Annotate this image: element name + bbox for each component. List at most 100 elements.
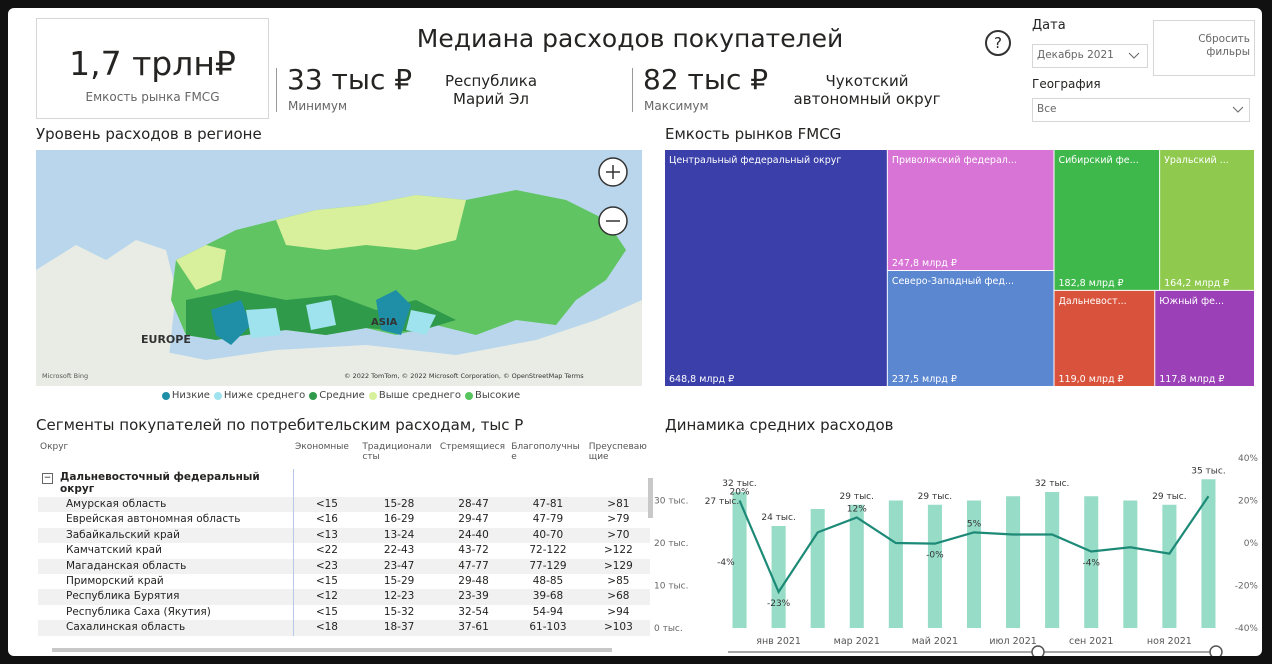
section-title: Уровень расходов в регионе [36,125,262,143]
dashboard: 1,7 трлн₽ Емкость рынка FMCG 33 тыс ₽ Ми… [8,8,1262,656]
bar [1123,500,1138,628]
x-tick-label: июл 2021 [989,636,1036,647]
map-legend: Низкие Ниже среднего Средние Выше среднего В… [36,390,642,402]
legend-label: Выше среднего [378,390,462,401]
chevron [1128,52,1140,59]
tile-label: Уральский ... [1164,155,1229,166]
cell [292,469,650,497]
cell: <15 [292,574,361,590]
cell: 16-29 [383,513,415,526]
range-slider-handle[interactable] [1209,645,1223,656]
table-row: Сахалинская область <18 18-37 37-61 61-103 >1… [38,620,650,636]
y2-tick-label: -40% [1235,624,1259,634]
cell: 37-61 [437,620,510,636]
bar [1006,496,1021,628]
cell: >103 [586,620,650,636]
region-below-average [406,310,436,335]
filter-label: География [1032,77,1101,91]
scrollbar[interactable] [648,478,653,518]
kpi-label: Максимум [644,99,709,113]
legend-marker [465,391,474,400]
cell: Республика Бурятия [38,589,293,605]
expand-icon: − [42,473,53,484]
line-label: 20% [730,488,750,498]
help-button[interactable]: ? [985,30,1011,56]
x-tick-label: сен 2021 [1069,636,1113,647]
cell: Приморский край [66,575,164,588]
y2-tick-label: -20% [1235,582,1259,592]
kpi-value: 1,7 трлн₽ [69,44,236,83]
geo-dropdown[interactable] [1032,98,1250,122]
cell: <12 [292,589,361,605]
line-label: -23% [767,599,791,609]
annotation: 27 тыс. [705,497,739,507]
legend-marker [161,391,170,400]
table-row: Забайкальский край <13 13-24 24-40 40-70 >70 [38,527,650,544]
legend-label: Ниже среднего [223,390,306,401]
map-provider: Microsoft Bing [42,372,88,380]
treemap-tile [665,150,887,386]
legend-label: Низкие [171,390,210,401]
treemap-tile [1054,150,1160,290]
y-tick-label: 10 тыс. [654,582,688,592]
cell: Амурская область [38,497,293,513]
column-header: Экономные [295,442,349,452]
region-low [211,300,251,345]
range-slider-handle[interactable] [1031,645,1045,656]
dropdown-value: Все [1037,103,1057,115]
tile-label: Северо-Западный фед... [892,276,1014,287]
tile-value: 164,2 млрд ₽ [1164,278,1229,289]
land [136,300,642,386]
zoom-out[interactable] [598,206,628,236]
region-above-average [176,245,226,290]
table-row: Республика Саха (Якутия) <15 15-32 32-54 54-… [38,604,650,621]
legend-marker [213,391,222,400]
cell: <15 [292,497,361,513]
kpi-region: Республика Марий Эл [444,72,538,108]
cell: 28-47 [437,497,510,513]
treemap-tile [1054,290,1155,386]
bar-label: 35 тыс. [1191,466,1225,476]
tile-label: Сибирский фе... [1058,155,1138,166]
annotation: -4% [717,558,735,568]
section-title: Емкость рынков FMCG [665,125,842,143]
line-label: -4% [1082,559,1100,569]
segments-table: Округ Экономные Традиционалисты Стремящиеся… [38,441,650,636]
table-header: Округ Экономные Традиционалисты Стремящиеся… [38,441,650,469]
page-title: Медиана расходов покупателей [416,24,844,53]
reset-button[interactable] [1153,20,1255,76]
bar-label: 29 тыс. [918,492,952,502]
divider [632,68,633,112]
cell: Магаданская область [38,558,293,575]
cell: 29-48 [458,575,489,588]
y-tick-label: 20 тыс. [654,539,688,549]
line-label: -0% [926,551,944,561]
group-cell: Дальневосточный федеральный округ − [42,471,260,495]
cell: 23-47 [360,558,438,575]
cell: 47-81 [509,497,587,513]
date-dropdown[interactable] [1032,44,1148,68]
cell: 12-23 [360,589,438,605]
bar-label: 32 тыс. [1035,479,1069,489]
cell: 40-70 [509,527,587,544]
cell: 18-37 [360,620,438,636]
cell: 43-72 [458,544,489,557]
line [738,495,1210,595]
cell: >129 [586,558,650,575]
divider [276,68,277,112]
cell: Сахалинская область [38,620,293,636]
cell: >81 [586,497,650,513]
cell: 54-94 [532,605,564,618]
bar-label: 29 тыс. [840,492,874,502]
bar-label: 29 тыс. [1152,492,1186,502]
cell: 29-47 [458,513,489,526]
cell: >68 [586,589,650,605]
scrollbar[interactable] [52,648,612,652]
kpi-card [36,18,269,119]
filter-label: Дата [1032,18,1066,33]
zoom-in[interactable] [598,157,628,187]
tile-value: 237,5 млрд ₽ [892,374,957,385]
tile-value: 182,8 млрд ₽ [1058,278,1123,289]
cell: 23-39 [437,589,510,605]
cell: <13 [292,527,361,544]
